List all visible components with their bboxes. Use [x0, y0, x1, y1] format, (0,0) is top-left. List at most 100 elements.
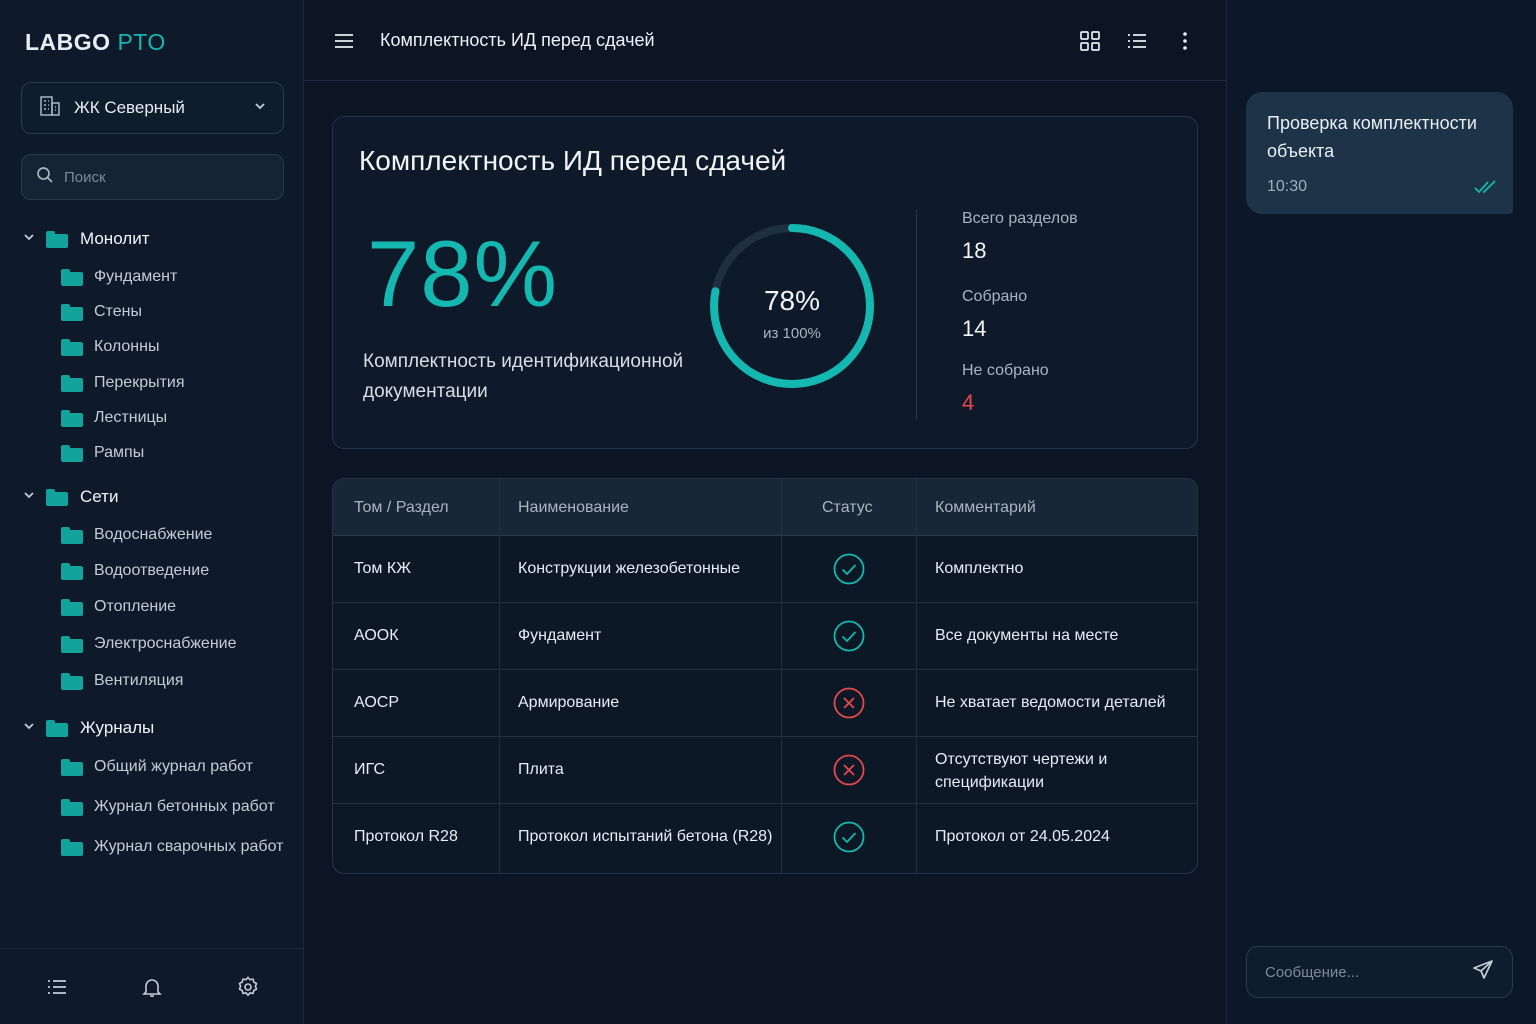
cell-section: ИГС: [354, 761, 385, 778]
app-logo[interactable]: LABGO PTO: [25, 29, 166, 56]
completeness-description: Комплектность идентификационной документ…: [363, 351, 684, 402]
grid-view-icon[interactable]: [1078, 29, 1102, 53]
tree-item[interactable]: Лестницы: [61, 407, 167, 429]
cell-name: Плита: [518, 761, 564, 778]
cell-section: АООК: [354, 627, 399, 644]
tree-item-label: Отопление: [94, 598, 177, 615]
page-title: Комплектность ИД перед сдачей: [380, 30, 655, 50]
tree-item[interactable]: Водоснабжение: [61, 524, 212, 546]
cell-comment: Отсутствуют чертежи и спецификации: [935, 751, 1108, 791]
chevron-down-icon: [253, 99, 267, 118]
tree-item[interactable]: Перекрытия: [61, 372, 185, 394]
main-header: Комплектность ИД перед сдачей: [304, 0, 1226, 81]
logo-main-text: LABGO: [25, 29, 111, 55]
check-circle-icon: [833, 553, 865, 585]
chevron-down-icon[interactable]: [22, 230, 36, 249]
ring-value: 78%: [763, 285, 821, 316]
stat-missing-label: Не собрано: [962, 362, 1049, 379]
tree-item[interactable]: Фундамент: [61, 266, 177, 288]
tree-item[interactable]: Рампы: [61, 442, 144, 464]
chat-panel: Проверка комплектности объекта 10:30: [1226, 0, 1536, 1024]
progress-ring-fill: [710, 224, 874, 388]
column-header-comment[interactable]: Комментарий: [935, 499, 1036, 516]
tree-item-label: Водоснабжение: [94, 526, 213, 543]
table-row[interactable]: АОСР Армирование Не хватает ведомости дета…: [333, 670, 1197, 737]
list-view-icon[interactable]: [1125, 29, 1149, 53]
tree-item[interactable]: Колонны: [61, 336, 159, 358]
tree-item-label: Рампы: [94, 444, 145, 461]
tree-item-label: Водоотведение: [94, 562, 210, 579]
search-field[interactable]: [21, 154, 284, 200]
tree-item-label: Стены: [94, 303, 142, 320]
cell-section: Протокол R28: [354, 828, 458, 845]
stat-collected: Собрано 14: [962, 288, 1027, 342]
tree-group-label: Монолит: [80, 229, 150, 248]
menu-icon[interactable]: [332, 29, 356, 53]
tree-item-label: Перекрытия: [94, 374, 185, 391]
tree-group-2[interactable]: Журналы: [22, 716, 154, 740]
kpi-divider: [916, 210, 917, 420]
building-icon: [38, 94, 62, 123]
column-divider: [499, 479, 500, 873]
folder-icon: [61, 838, 83, 856]
message-field[interactable]: [1246, 946, 1513, 998]
tree-item-label: Лестницы: [94, 409, 168, 426]
tree-group-1[interactable]: Сети: [22, 485, 118, 509]
stat-missing: Не собрано 4: [962, 362, 1049, 416]
big-percent-value: 78%: [367, 221, 559, 326]
folder-icon: [61, 758, 83, 776]
tree-item[interactable]: Электроснабжение: [61, 633, 237, 655]
table-row[interactable]: Том КЖ Конструкции железобетонные Комплект…: [333, 536, 1197, 603]
cell-comment: Не хватает ведомости деталей: [935, 694, 1166, 711]
search-input[interactable]: [64, 168, 264, 186]
chevron-down-icon[interactable]: [22, 488, 36, 507]
double-check-icon: [1474, 180, 1498, 199]
tree-item-label: Журнал бетонных работ: [94, 798, 275, 815]
stat-total-label: Всего разделов: [962, 210, 1078, 227]
chat-message[interactable]: Проверка комплектности объекта 10:30: [1246, 92, 1513, 214]
gear-icon[interactable]: [236, 975, 260, 999]
cell-section: Том КЖ: [354, 560, 411, 577]
table-row[interactable]: ИГС Плита Отсутствуют чертежи и спецификац…: [333, 737, 1197, 804]
tree-item[interactable]: Журнал бетонных работ: [61, 796, 275, 818]
card-title: Комплектность ИД перед сдачей: [359, 145, 787, 176]
chevron-down-icon[interactable]: [22, 719, 36, 738]
folder-icon: [61, 338, 83, 356]
project-select-label: ЖК Северный: [74, 98, 185, 117]
column-header-status[interactable]: Статус: [822, 499, 873, 516]
check-circle-icon: [833, 821, 865, 853]
x-circle-icon: [833, 754, 865, 786]
column-header-section[interactable]: Том / Раздел: [354, 499, 449, 516]
tree-item[interactable]: Водоотведение: [61, 560, 209, 582]
send-icon[interactable]: [1472, 959, 1494, 986]
completeness-card: Комплектность ИД перед сдачей 78% Компле…: [332, 116, 1198, 449]
x-circle-icon: [833, 687, 865, 719]
tree-item[interactable]: Журнал сварочных работ: [61, 836, 283, 858]
bell-icon[interactable]: [140, 975, 164, 999]
progress-ring: 78% из 100%: [707, 221, 877, 391]
tree-item[interactable]: Общий журнал работ: [61, 756, 253, 778]
folder-icon: [61, 598, 83, 616]
tree-item[interactable]: Отопление: [61, 596, 176, 618]
folder-icon: [46, 230, 68, 248]
table-row[interactable]: АООК Фундамент Все документы на месте: [333, 603, 1197, 670]
project-select[interactable]: ЖК Северный: [21, 82, 284, 134]
ring-subtitle: из 100%: [763, 325, 821, 342]
folder-icon: [46, 719, 68, 737]
tree-item[interactable]: Вентиляция: [61, 670, 183, 692]
folder-icon: [61, 562, 83, 580]
cell-name: Фундамент: [518, 627, 602, 644]
list-icon[interactable]: [45, 975, 69, 999]
search-icon: [36, 166, 54, 189]
folder-icon: [61, 268, 83, 286]
more-icon[interactable]: [1173, 29, 1197, 53]
table-row[interactable]: Протокол R28 Протокол испытаний бетона (R…: [333, 804, 1197, 871]
cell-comment: Все документы на месте: [935, 627, 1119, 644]
message-input[interactable]: [1265, 963, 1472, 981]
folder-icon: [61, 798, 83, 816]
tree-group-0[interactable]: Монолит: [22, 227, 149, 251]
column-header-name[interactable]: Наименование: [518, 499, 629, 516]
folder-icon: [61, 374, 83, 392]
folder-icon: [61, 672, 83, 690]
tree-item[interactable]: Стены: [61, 301, 142, 323]
